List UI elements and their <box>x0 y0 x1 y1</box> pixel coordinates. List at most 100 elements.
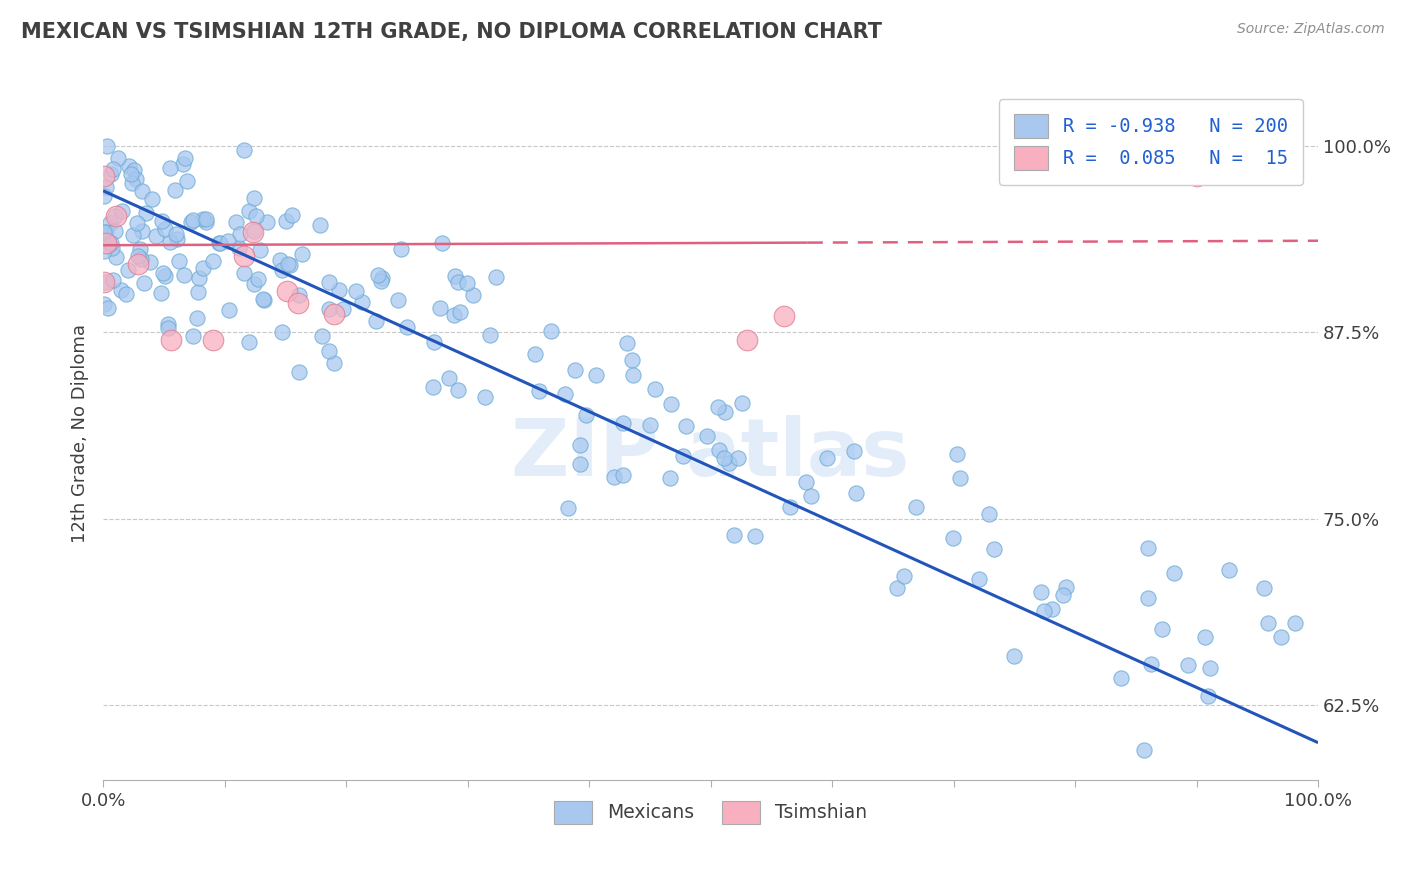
Point <box>160 333 183 347</box>
Point <box>104 224 127 238</box>
Point <box>474 390 496 404</box>
Point <box>675 419 697 434</box>
Point <box>100 167 122 181</box>
Point <box>612 467 634 482</box>
Point <box>238 203 260 218</box>
Text: Source: ZipAtlas.com: Source: ZipAtlas.com <box>1237 22 1385 37</box>
Point <box>174 151 197 165</box>
Point <box>575 409 598 423</box>
Point <box>229 227 252 241</box>
Point <box>800 489 823 503</box>
Point <box>621 368 644 383</box>
Point <box>1140 657 1163 672</box>
Point <box>815 450 838 465</box>
Point <box>796 475 818 490</box>
Point <box>94 225 117 239</box>
Point <box>309 218 332 232</box>
Point <box>172 157 194 171</box>
Point <box>156 317 179 331</box>
Point <box>96 180 118 194</box>
Point <box>194 215 217 229</box>
Point <box>129 252 152 267</box>
Point <box>447 383 470 397</box>
Point <box>110 283 132 297</box>
Point <box>714 405 737 419</box>
Point <box>1185 169 1208 183</box>
Point <box>444 268 467 283</box>
Point <box>127 249 149 263</box>
Point <box>122 163 145 178</box>
Point <box>238 334 260 349</box>
Point <box>127 216 149 230</box>
Point <box>287 295 309 310</box>
Point <box>318 301 340 316</box>
Point <box>949 470 972 484</box>
Point <box>96 236 118 251</box>
Point <box>735 333 758 347</box>
Point <box>242 224 264 238</box>
Point <box>98 217 121 231</box>
Point <box>131 184 153 198</box>
Point <box>218 303 240 318</box>
Point <box>201 253 224 268</box>
Point <box>176 174 198 188</box>
Point <box>149 286 172 301</box>
Point <box>156 321 179 335</box>
Point <box>727 451 749 466</box>
Point <box>181 329 204 343</box>
Point <box>443 308 465 322</box>
Point <box>672 449 695 463</box>
Point <box>270 325 292 339</box>
Point <box>276 284 298 298</box>
Y-axis label: 12th Grade, No Diploma: 12th Grade, No Diploma <box>72 324 89 542</box>
Point <box>138 254 160 268</box>
Point <box>439 370 461 384</box>
Point <box>387 293 409 308</box>
Point <box>478 327 501 342</box>
Point <box>277 257 299 271</box>
Point <box>370 271 392 285</box>
Point <box>165 227 187 242</box>
Point <box>638 417 661 432</box>
Point <box>395 320 418 334</box>
Point <box>107 152 129 166</box>
Point <box>1137 541 1160 556</box>
Point <box>1197 690 1219 704</box>
Point <box>120 167 142 181</box>
Point <box>209 235 232 250</box>
Point <box>117 263 139 277</box>
Point <box>252 292 274 306</box>
Point <box>256 215 278 229</box>
Point <box>93 188 115 202</box>
Point <box>153 222 176 236</box>
Point <box>159 235 181 249</box>
Point <box>93 296 115 310</box>
Point <box>616 335 638 350</box>
Point <box>96 139 118 153</box>
Point <box>718 456 741 470</box>
Point <box>180 215 202 229</box>
Point <box>449 304 471 318</box>
Point <box>166 232 188 246</box>
Point <box>232 249 254 263</box>
Point <box>100 241 122 255</box>
Point <box>432 235 454 250</box>
Point <box>131 224 153 238</box>
Point <box>193 260 215 275</box>
Point <box>152 266 174 280</box>
Point <box>118 159 141 173</box>
Point <box>225 215 247 229</box>
Point <box>422 380 444 394</box>
Point <box>195 211 218 226</box>
Point <box>1194 630 1216 644</box>
Point <box>97 301 120 315</box>
Point <box>105 209 128 223</box>
Point <box>93 169 115 183</box>
Point <box>1218 563 1240 577</box>
Point <box>93 275 115 289</box>
Point <box>1270 630 1292 644</box>
Point <box>779 500 801 515</box>
Point <box>111 204 134 219</box>
Point <box>463 288 485 302</box>
Point <box>145 228 167 243</box>
